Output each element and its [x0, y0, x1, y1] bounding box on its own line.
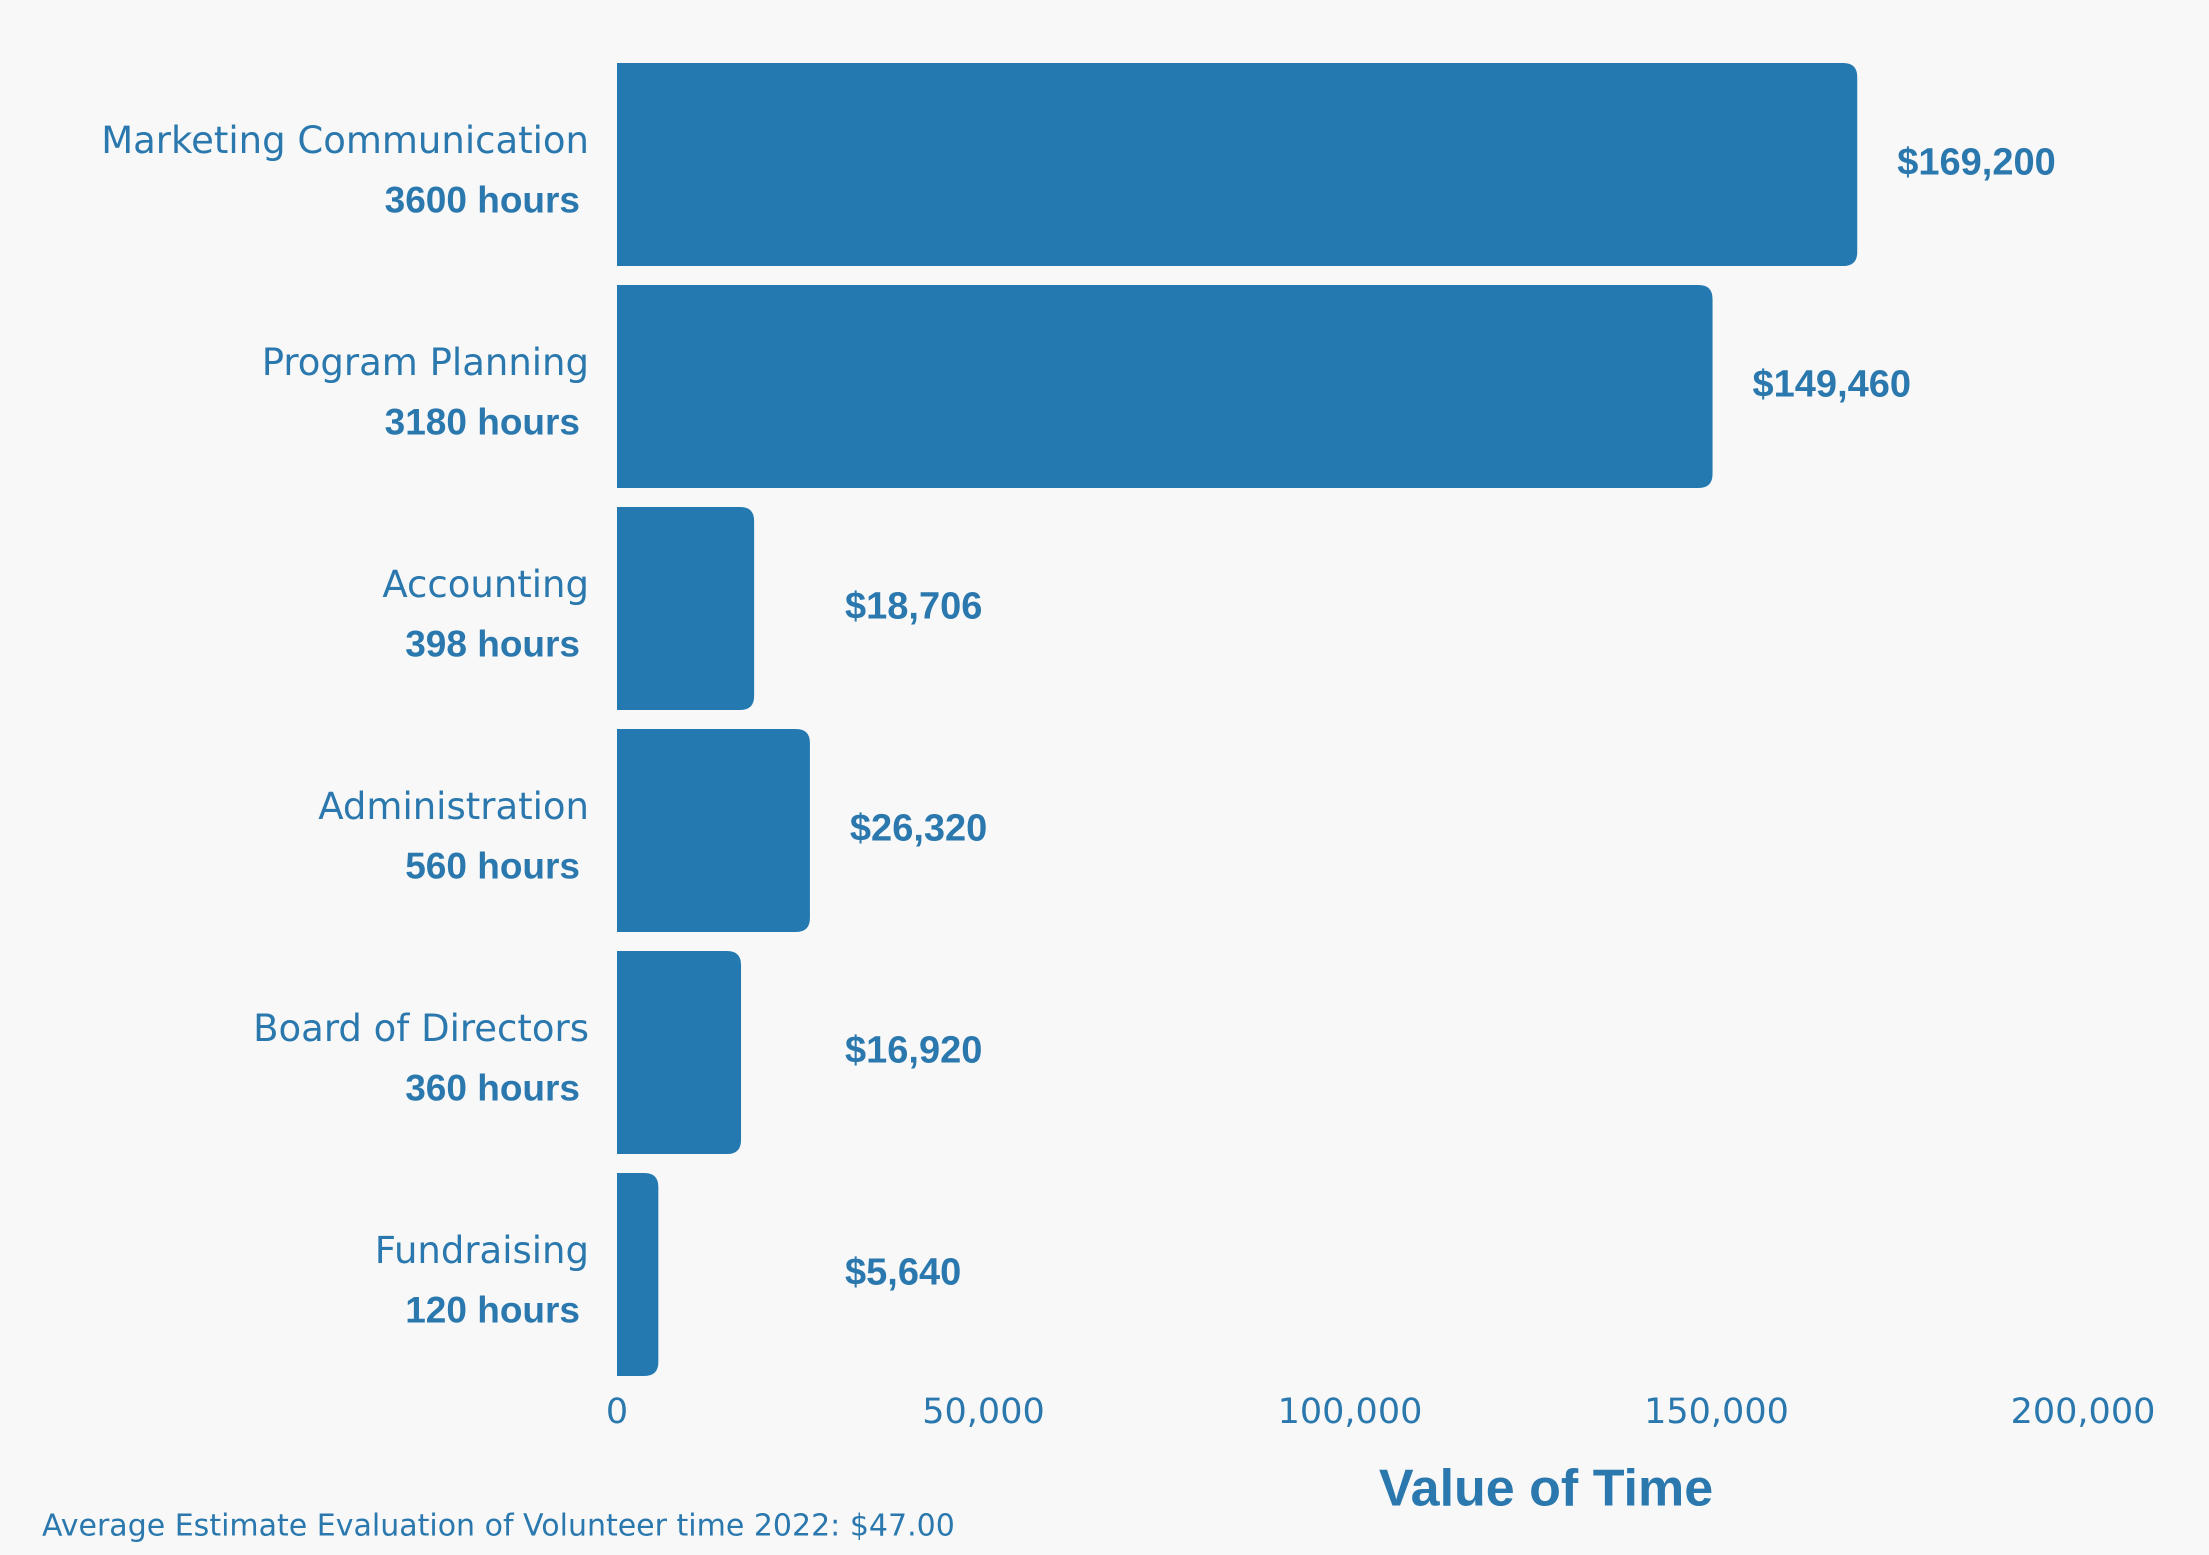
- x-tick-label: 150,000: [1644, 1392, 1789, 1432]
- category-label: Fundraising: [375, 1229, 589, 1272]
- bar: [617, 507, 755, 710]
- value-label: $5,640: [845, 1252, 961, 1294]
- category-label: Marketing Communication: [101, 119, 589, 162]
- x-axis-title: Value of Time: [1379, 1460, 1713, 1518]
- category-label: Board of Directors: [253, 1007, 589, 1050]
- x-tick-label: 0: [606, 1392, 628, 1432]
- category-hours: 3600 hours: [385, 179, 580, 220]
- value-label: $26,320: [850, 808, 987, 850]
- category-label: Program Planning: [262, 341, 589, 384]
- category-hours: 398 hours: [405, 623, 580, 664]
- bar: [617, 285, 1713, 488]
- category-hours: 560 hours: [405, 845, 580, 886]
- bar: [617, 729, 810, 932]
- value-label: $18,706: [845, 586, 982, 628]
- bar: [617, 951, 742, 1154]
- bar: [617, 63, 1858, 266]
- value-label: $169,200: [1897, 142, 2055, 184]
- value-label: $149,460: [1753, 364, 1912, 406]
- bar: [617, 1173, 659, 1376]
- category-hours: 3180 hours: [385, 401, 580, 442]
- category-label: Accounting: [382, 563, 589, 606]
- category-hours: 360 hours: [405, 1067, 580, 1108]
- x-tick-label: 200,000: [2011, 1392, 2156, 1432]
- value-label: $16,920: [845, 1030, 982, 1072]
- x-tick-label: 50,000: [922, 1392, 1044, 1432]
- x-tick-label: 100,000: [1278, 1392, 1423, 1432]
- category-label: Administration: [318, 785, 589, 828]
- category-hours: 120 hours: [405, 1289, 580, 1330]
- footnote: Average Estimate Evaluation of Volunteer…: [42, 1509, 955, 1544]
